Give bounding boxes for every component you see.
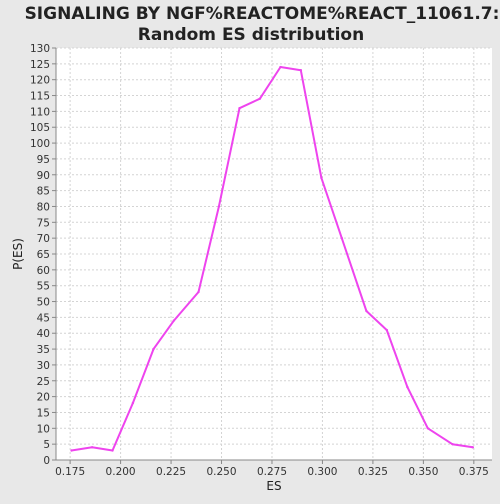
chart-title-line-2: Random ES distribution: [138, 25, 364, 45]
x-tick-label: 0.225: [156, 466, 186, 478]
y-tick-label: 35: [37, 344, 50, 356]
y-tick-label: 115: [30, 91, 50, 103]
y-tick-label: 5: [43, 439, 50, 451]
data-point: [320, 176, 323, 180]
y-tick-label: 30: [37, 360, 50, 372]
data-point: [238, 107, 241, 110]
y-tick-label: 95: [37, 154, 50, 166]
y-tick-label: 70: [37, 233, 50, 245]
y-tick-label: 55: [37, 281, 50, 293]
y-tick-label: 110: [30, 106, 50, 118]
data-point: [279, 65, 282, 69]
data-point: [299, 68, 303, 72]
x-tick-label: 0.175: [55, 466, 85, 478]
x-tick-label: 0.275: [257, 466, 287, 478]
y-axis-title: P(ES): [11, 238, 25, 270]
es-distribution-line: [71, 66, 473, 452]
data-point: [258, 97, 262, 100]
y-tick-label: 65: [37, 249, 50, 261]
data-point: [217, 205, 221, 208]
y-tick-label: 125: [30, 59, 50, 71]
chart-title-line-1: SIGNALING BY NGF%REACTOME%REACT_11061.7:: [25, 4, 500, 24]
x-tick-label: 0.200: [106, 466, 136, 478]
data-point: [451, 442, 454, 446]
x-tick-label: 0.325: [358, 466, 388, 478]
x-axis-title: ES: [266, 479, 281, 493]
y-tick-label: 20: [37, 392, 50, 404]
y-tick-label: 60: [37, 265, 50, 277]
data-point: [172, 319, 176, 322]
x-tick-label: 0.350: [408, 466, 438, 478]
data-point: [197, 290, 200, 294]
data-point: [340, 236, 344, 240]
data-point: [426, 427, 430, 430]
data-point: [385, 328, 389, 332]
y-tick-label: 15: [37, 407, 50, 419]
y-tick-label: 105: [30, 122, 50, 134]
data-point: [131, 401, 135, 405]
axes-layer: 0 5 10 15 20 25 30 35 40 45 50 55 60 65 70 75 80 85 90 95 10…: [30, 43, 492, 478]
y-tick-label: 100: [30, 138, 50, 150]
y-tick-label: 85: [37, 186, 50, 198]
data-point: [365, 309, 368, 313]
data-point: [90, 446, 94, 449]
data-point: [152, 347, 155, 351]
y-tick-label: 50: [37, 297, 50, 309]
y-tick-label: 80: [37, 201, 50, 213]
data-point: [406, 385, 409, 389]
y-tick-label: 40: [37, 328, 50, 340]
y-tick-label: 130: [30, 43, 50, 55]
x-tick-label: 0.250: [206, 466, 236, 478]
y-tick-label: 90: [37, 170, 50, 182]
y-tick-label: 120: [30, 75, 50, 87]
y-tick-label: 0: [43, 455, 50, 467]
x-tick-label: 0.300: [307, 466, 337, 478]
y-tick-label: 10: [37, 423, 50, 435]
y-tick-label: 45: [37, 312, 50, 324]
y-tick-label: 25: [37, 376, 50, 388]
y-tick-label: 75: [37, 217, 50, 229]
data-point: [70, 449, 73, 452]
grid-layer: [56, 47, 492, 461]
data-point: [111, 449, 114, 452]
x-tick-label: 0.375: [459, 466, 489, 478]
data-point: [471, 446, 475, 449]
series-layer: [70, 65, 475, 452]
